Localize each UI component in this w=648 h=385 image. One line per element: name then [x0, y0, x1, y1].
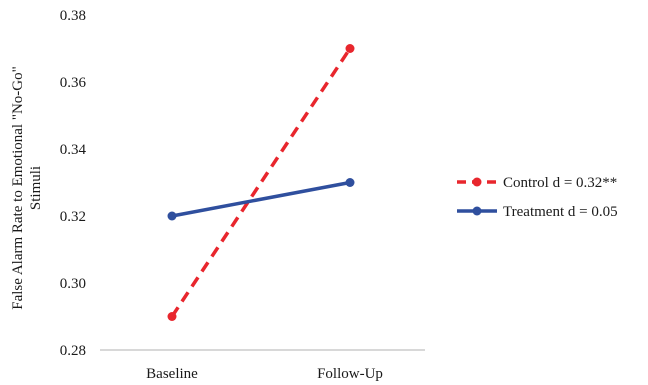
legend: Control d = 0.32** Treatment d = 0.05 — [457, 175, 618, 220]
data-point — [167, 211, 177, 221]
series-line-1 — [170, 47, 352, 318]
data-point — [345, 44, 355, 53]
x-tick-label: Baseline — [146, 366, 198, 382]
y-tick-label: 0.38 — [60, 8, 86, 24]
y-axis-label-line2: Stimuli — [28, 166, 44, 210]
series-line-2 — [171, 180, 351, 218]
y-tick-label: 0.36 — [60, 75, 87, 91]
y-tick-label: 0.32 — [60, 209, 86, 225]
legend-label: Control d = 0.32** — [503, 175, 617, 191]
data-point — [345, 178, 355, 187]
legend-label: Treatment d = 0.05 — [503, 204, 618, 220]
legend-swatch-marker — [472, 177, 482, 187]
y-tick-label: 0.28 — [60, 343, 86, 359]
x-tick-label: Follow-Up — [317, 366, 383, 382]
y-axis-label-line1: False Alarm Rate to Emotional "No-Go" — [10, 66, 26, 309]
y-tick-label: 0.34 — [60, 142, 87, 158]
series-layer — [167, 44, 355, 321]
data-point — [167, 312, 177, 321]
axes: 0.38 0.36 0.34 0.32 0.30 0.28 Baseline Follow-U… — [60, 8, 425, 382]
y-tick-label: 0.30 — [60, 276, 86, 292]
legend-swatch-marker — [472, 206, 482, 216]
